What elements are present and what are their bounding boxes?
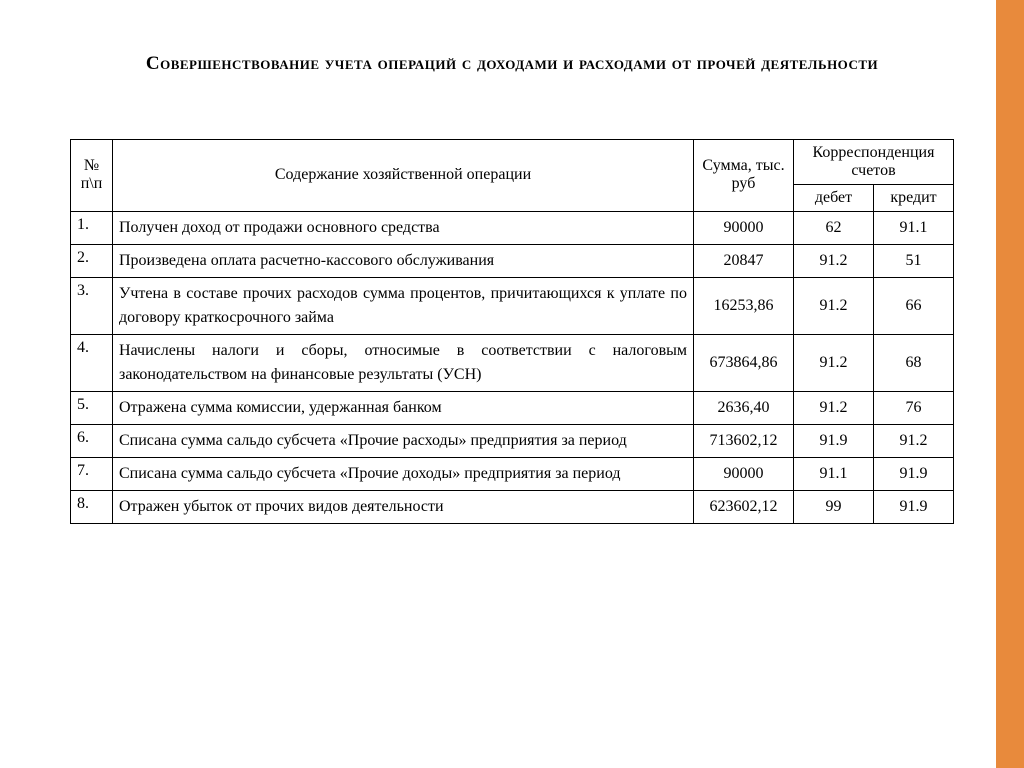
cell-desc: Учтена в составе прочих расходов сумма п…: [113, 277, 694, 334]
cell-desc: Отражена сумма комиссии, удержанная банк…: [113, 391, 694, 424]
cell-num: 4.: [71, 334, 113, 391]
slide-content: Совершенствование учета операций с доход…: [0, 0, 1024, 524]
cell-num: 7.: [71, 457, 113, 490]
cell-credit: 91.9: [874, 457, 954, 490]
cell-sum: 713602,12: [694, 424, 794, 457]
operations-table: № п\п Содержание хозяйственной операции …: [70, 139, 954, 524]
cell-credit: 91.2: [874, 424, 954, 457]
cell-num: 5.: [71, 391, 113, 424]
cell-num: 2.: [71, 244, 113, 277]
cell-debit: 91.2: [794, 277, 874, 334]
cell-debit: 91.9: [794, 424, 874, 457]
cell-debit: 91.1: [794, 457, 874, 490]
col-header-num: № п\п: [71, 139, 113, 211]
cell-debit: 91.2: [794, 334, 874, 391]
table-row: 1. Получен доход от продажи основного ср…: [71, 211, 954, 244]
table-row: 8. Отражен убыток от прочих видов деятел…: [71, 490, 954, 523]
cell-credit: 51: [874, 244, 954, 277]
cell-desc: Получен доход от продажи основного средс…: [113, 211, 694, 244]
cell-credit: 76: [874, 391, 954, 424]
cell-sum: 673864,86: [694, 334, 794, 391]
col-header-sum: Сумма, тыс. руб: [694, 139, 794, 211]
cell-sum: 623602,12: [694, 490, 794, 523]
cell-debit: 62: [794, 211, 874, 244]
table-body: 1. Получен доход от продажи основного ср…: [71, 211, 954, 523]
cell-sum: 90000: [694, 457, 794, 490]
cell-num: 3.: [71, 277, 113, 334]
table-row: 5. Отражена сумма комиссии, удержанная б…: [71, 391, 954, 424]
cell-desc: Отражен убыток от прочих видов деятельно…: [113, 490, 694, 523]
cell-desc: Начислены налоги и сборы, относимые в со…: [113, 334, 694, 391]
cell-sum: 90000: [694, 211, 794, 244]
cell-sum: 2636,40: [694, 391, 794, 424]
cell-credit: 68: [874, 334, 954, 391]
cell-debit: 99: [794, 490, 874, 523]
cell-num: 6.: [71, 424, 113, 457]
accent-bar: [996, 0, 1024, 768]
cell-credit: 91.1: [874, 211, 954, 244]
cell-desc: Произведена оплата расчетно-кассового об…: [113, 244, 694, 277]
cell-sum: 20847: [694, 244, 794, 277]
table-row: 6. Списана сумма сальдо субсчета «Прочие…: [71, 424, 954, 457]
cell-debit: 91.2: [794, 244, 874, 277]
table-row: 2. Произведена оплата расчетно-кассового…: [71, 244, 954, 277]
col-header-description: Содержание хозяйственной операции: [113, 139, 694, 211]
cell-credit: 91.9: [874, 490, 954, 523]
table-row: 4. Начислены налоги и сборы, относимые в…: [71, 334, 954, 391]
cell-num: 8.: [71, 490, 113, 523]
cell-desc: Списана сумма сальдо субсчета «Прочие ра…: [113, 424, 694, 457]
slide-title: Совершенствование учета операций с доход…: [70, 50, 954, 79]
cell-num: 1.: [71, 211, 113, 244]
cell-debit: 91.2: [794, 391, 874, 424]
table-row: 7. Списана сумма сальдо субсчета «Прочие…: [71, 457, 954, 490]
col-header-correspondence: Корреспонденция счетов: [794, 139, 954, 184]
col-header-debit: дебет: [794, 184, 874, 211]
cell-credit: 66: [874, 277, 954, 334]
cell-sum: 16253,86: [694, 277, 794, 334]
col-header-credit: кредит: [874, 184, 954, 211]
table-header-row-1: № п\п Содержание хозяйственной операции …: [71, 139, 954, 184]
table-row: 3. Учтена в составе прочих расходов сумм…: [71, 277, 954, 334]
cell-desc: Списана сумма сальдо субсчета «Прочие до…: [113, 457, 694, 490]
